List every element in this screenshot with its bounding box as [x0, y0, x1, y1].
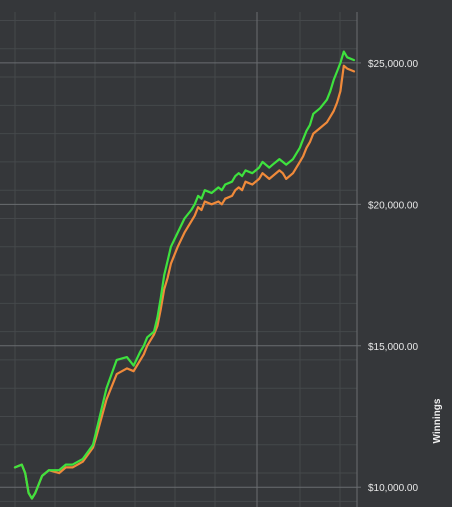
y-tick-label: $10,000.00 [368, 483, 418, 494]
major-gridlines [0, 12, 358, 507]
series-line-orange [13, 64, 356, 500]
y-tick-label: $25,000.00 [368, 59, 418, 70]
y-tick-label: $15,000.00 [368, 342, 418, 353]
series-layer [13, 50, 356, 500]
y-axis-ticks: $10,000.00 $15,000.00 $20,000.00 $25,000.00 [357, 59, 418, 494]
minor-gridlines [0, 12, 357, 507]
series-line-green [13, 50, 356, 500]
y-axis-title: Winnings [432, 398, 443, 443]
y-tick-label: $20,000.00 [368, 200, 418, 211]
